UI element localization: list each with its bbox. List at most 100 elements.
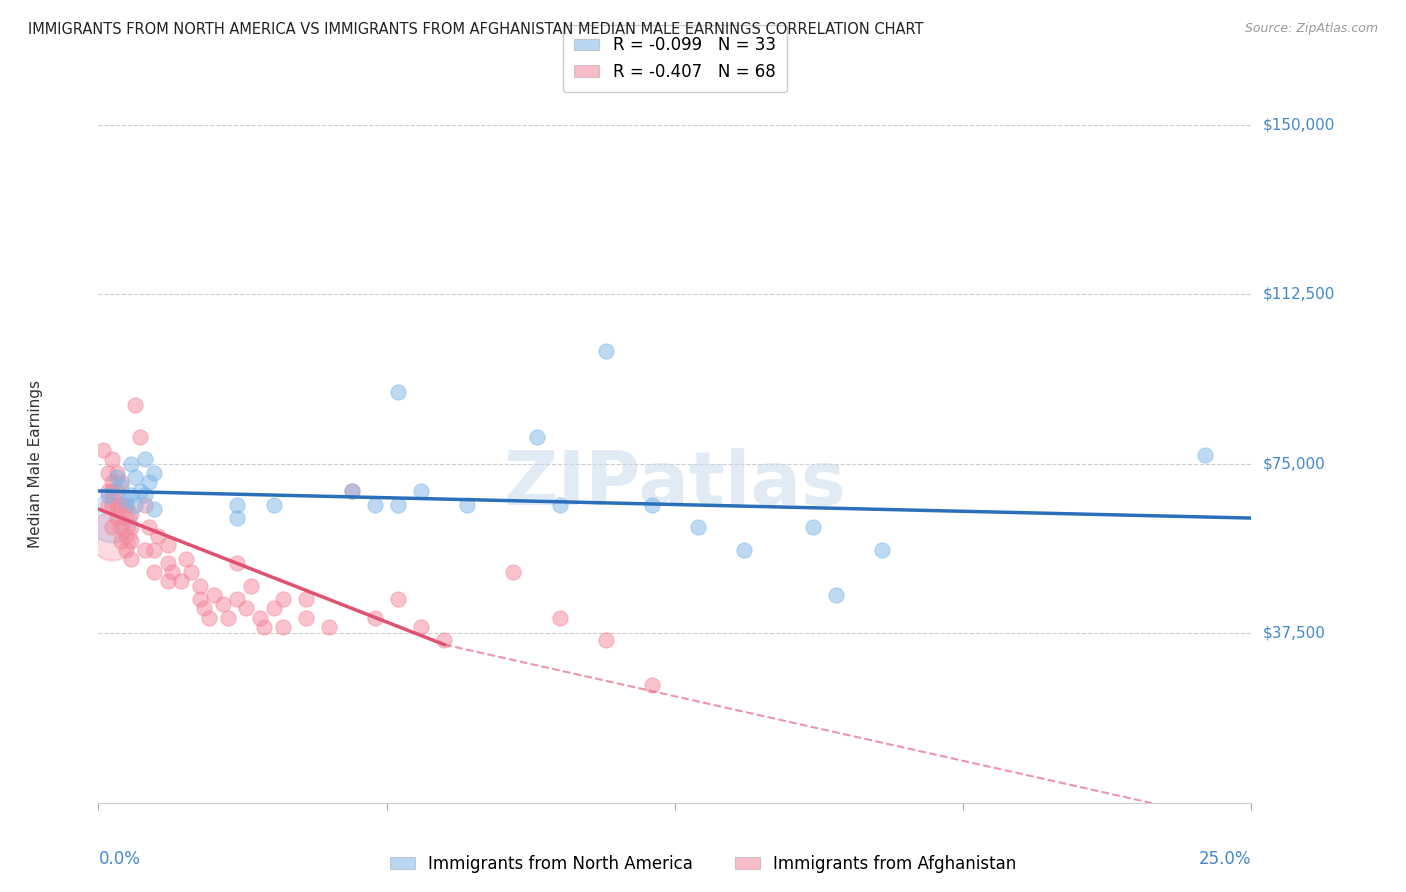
- Legend: R = -0.099   N = 33, R = -0.407   N = 68: R = -0.099 N = 33, R = -0.407 N = 68: [562, 25, 787, 93]
- Point: [115, 542, 138, 557]
- Point: [120, 457, 142, 471]
- Text: $37,500: $37,500: [1263, 626, 1326, 640]
- Point: [225, 556, 247, 570]
- Point: [526, 430, 548, 444]
- Point: [97, 498, 120, 512]
- Point: [115, 511, 138, 525]
- Point: [641, 498, 664, 512]
- Text: 25.0%: 25.0%: [1199, 850, 1251, 868]
- Point: [105, 470, 128, 484]
- Point: [872, 542, 894, 557]
- Point: [129, 483, 152, 498]
- Point: [101, 520, 124, 534]
- Point: [105, 498, 128, 512]
- Point: [115, 498, 138, 512]
- Point: [160, 566, 183, 580]
- Text: $75,000: $75,000: [1263, 457, 1326, 471]
- Point: [235, 601, 257, 615]
- Point: [733, 542, 755, 557]
- Point: [134, 452, 156, 467]
- Point: [134, 488, 156, 502]
- Point: [263, 601, 285, 615]
- Point: [595, 633, 617, 648]
- Point: [110, 498, 132, 512]
- Point: [387, 498, 409, 512]
- Point: [156, 538, 179, 552]
- Point: [120, 507, 142, 521]
- Point: [318, 619, 340, 633]
- Point: [115, 493, 138, 508]
- Point: [801, 520, 824, 534]
- Point: [295, 592, 318, 607]
- Point: [142, 502, 165, 516]
- Point: [225, 511, 247, 525]
- Point: [148, 529, 170, 543]
- Point: [212, 597, 235, 611]
- Point: [124, 498, 146, 512]
- Text: ZIPatlas: ZIPatlas: [503, 448, 846, 521]
- Text: IMMIGRANTS FROM NORTH AMERICA VS IMMIGRANTS FROM AFGHANISTAN MEDIAN MALE EARNING: IMMIGRANTS FROM NORTH AMERICA VS IMMIGRA…: [28, 22, 924, 37]
- Point: [202, 588, 225, 602]
- Point: [1194, 448, 1216, 462]
- Point: [641, 678, 664, 692]
- Point: [271, 592, 294, 607]
- Point: [101, 498, 124, 512]
- Text: Source: ZipAtlas.com: Source: ZipAtlas.com: [1244, 22, 1378, 36]
- Point: [225, 592, 247, 607]
- Point: [156, 574, 179, 589]
- Point: [142, 542, 165, 557]
- Point: [138, 520, 160, 534]
- Point: [411, 619, 433, 633]
- Point: [217, 610, 239, 624]
- Point: [101, 511, 124, 525]
- Point: [253, 619, 276, 633]
- Point: [120, 520, 142, 534]
- Point: [239, 579, 262, 593]
- Point: [263, 498, 285, 512]
- Point: [97, 488, 120, 502]
- Point: [686, 520, 709, 534]
- Point: [387, 384, 409, 399]
- Point: [225, 498, 247, 512]
- Point: [101, 483, 124, 498]
- Point: [101, 475, 124, 489]
- Point: [340, 483, 363, 498]
- Point: [188, 592, 211, 607]
- Point: [433, 633, 456, 648]
- Point: [456, 498, 478, 512]
- Point: [188, 579, 211, 593]
- Point: [502, 566, 524, 580]
- Point: [134, 498, 156, 512]
- Point: [124, 470, 146, 484]
- Point: [387, 592, 409, 607]
- Point: [364, 498, 387, 512]
- Point: [134, 542, 156, 557]
- Point: [548, 498, 571, 512]
- Point: [340, 483, 363, 498]
- Point: [295, 610, 318, 624]
- Point: [105, 483, 128, 498]
- Point: [110, 475, 132, 489]
- Point: [138, 475, 160, 489]
- Point: [180, 566, 202, 580]
- Point: [170, 574, 193, 589]
- Point: [548, 610, 571, 624]
- Point: [120, 533, 142, 548]
- Point: [115, 529, 138, 543]
- Point: [129, 430, 152, 444]
- Point: [97, 466, 120, 480]
- Point: [825, 588, 848, 602]
- Point: [193, 601, 215, 615]
- Text: $112,500: $112,500: [1263, 287, 1334, 301]
- Point: [249, 610, 271, 624]
- Point: [97, 483, 120, 498]
- Text: 0.0%: 0.0%: [98, 850, 141, 868]
- Point: [124, 398, 146, 412]
- Point: [142, 466, 165, 480]
- Point: [411, 483, 433, 498]
- Point: [91, 443, 114, 458]
- Point: [156, 556, 179, 570]
- Point: [364, 610, 387, 624]
- Point: [101, 529, 124, 543]
- Point: [105, 511, 128, 525]
